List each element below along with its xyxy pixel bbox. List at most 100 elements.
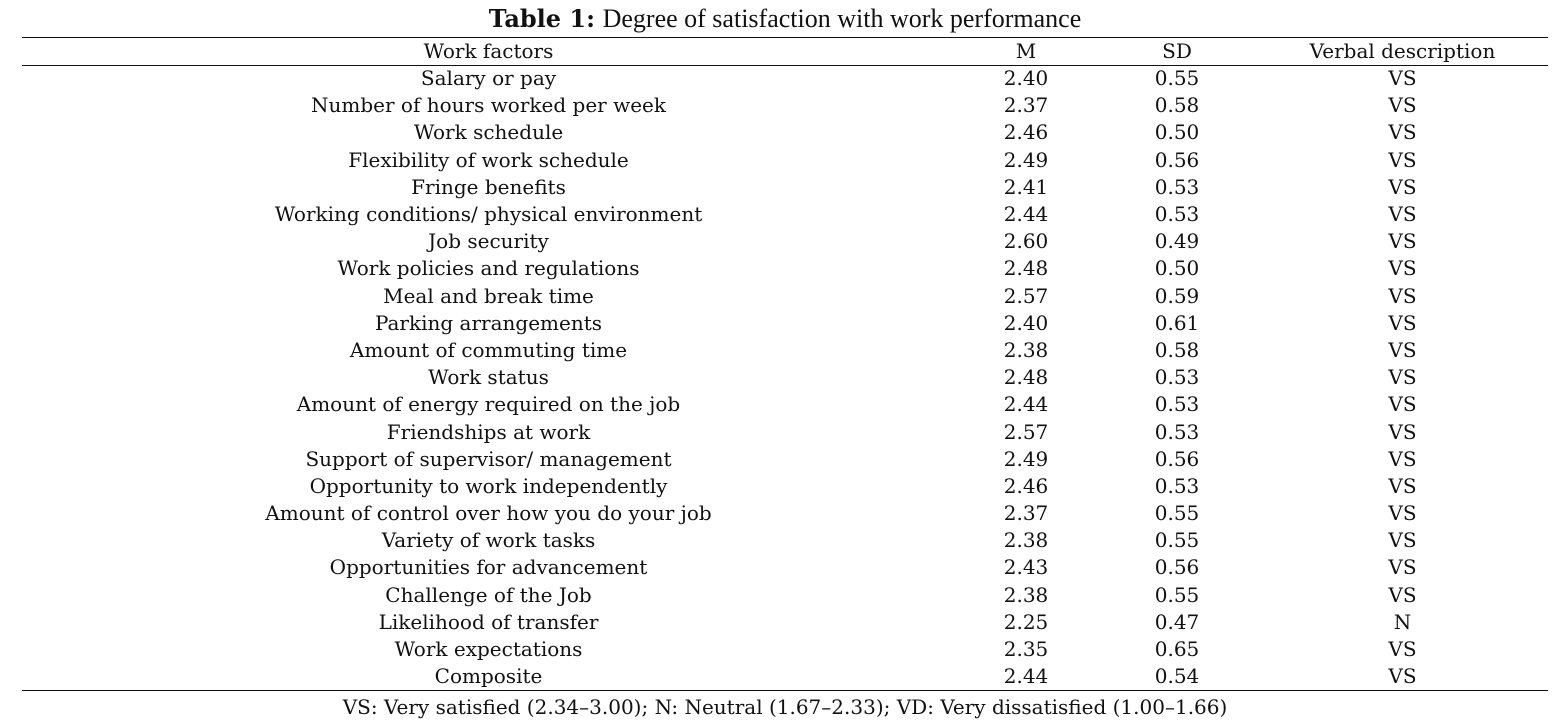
table-row: Work schedule 2.46 0.50 VS xyxy=(22,119,1548,146)
sd-cell: 0.53 xyxy=(1154,174,1200,199)
table-row: Opportunity to work independently 2.46 0.5… xyxy=(22,473,1548,500)
mean-cell: 2.49 xyxy=(1003,446,1049,471)
work-factor-cell: Work status xyxy=(428,365,549,390)
top-rule xyxy=(22,37,1548,38)
sd-cell: 0.55 xyxy=(1154,582,1200,607)
table-row: Working conditions/ physical environment… xyxy=(22,201,1548,228)
mean-cell: 2.38 xyxy=(1003,582,1049,607)
sd-cell: 0.56 xyxy=(1154,446,1200,471)
verbal-description-cell: VS xyxy=(1388,637,1417,662)
work-factor-cell: Job security xyxy=(428,229,549,254)
work-factor-cell: Work policies and regulations xyxy=(337,256,640,281)
verbal-description-cell: VS xyxy=(1388,310,1417,335)
header-sd: SD xyxy=(1162,39,1192,63)
mean-cell: 2.48 xyxy=(1003,256,1049,281)
table-row: Parking arrangements 2.40 0.61 VS xyxy=(22,310,1548,337)
mean-cell: 2.57 xyxy=(1003,419,1049,444)
verbal-description-cell: VS xyxy=(1388,147,1417,172)
sd-cell: 0.55 xyxy=(1154,501,1200,526)
sd-cell: 0.47 xyxy=(1154,609,1200,634)
verbal-description-cell: VS xyxy=(1388,446,1417,471)
sd-cell: 0.56 xyxy=(1154,147,1200,172)
mean-cell: 2.37 xyxy=(1003,501,1049,526)
verbal-description-cell: VS xyxy=(1388,283,1417,308)
work-factor-cell: Opportunity to work independently xyxy=(309,473,668,498)
verbal-description-cell: VS xyxy=(1388,555,1417,580)
work-factor-cell: Parking arrangements xyxy=(374,310,603,335)
work-factor-cell: Salary or pay xyxy=(420,66,557,91)
work-factor-cell: Work expectations xyxy=(394,637,583,662)
table-row: Work status 2.48 0.53 VS xyxy=(22,364,1548,391)
work-factor-cell: Number of hours worked per week xyxy=(311,93,666,118)
work-factor-cell: Work schedule xyxy=(413,120,564,145)
sd-cell: 0.58 xyxy=(1154,93,1200,118)
verbal-description-cell: VS xyxy=(1388,66,1417,91)
mean-cell: 2.25 xyxy=(1003,609,1049,634)
header-mean: M xyxy=(1015,39,1037,63)
work-factor-cell: Support of supervisor/ management xyxy=(305,446,672,471)
table-row: Variety of work tasks 2.38 0.55 VS xyxy=(22,527,1548,554)
table-row: Amount of energy required on the job 2.44… xyxy=(22,391,1548,418)
verbal-description-cell: VS xyxy=(1388,392,1417,417)
work-factor-cell: Opportunities for advancement xyxy=(329,555,648,580)
mean-cell: 2.46 xyxy=(1003,120,1049,145)
verbal-description-cell: VS xyxy=(1388,528,1417,553)
work-factor-cell: Amount of commuting time xyxy=(349,337,628,362)
mean-cell: 2.40 xyxy=(1003,66,1049,91)
header-work-factors: Work factors xyxy=(423,39,554,63)
work-factor-cell: Challenge of the Job xyxy=(385,582,592,607)
work-factor-cell: Working conditions/ physical environment xyxy=(274,202,703,227)
verbal-description-cell: VS xyxy=(1388,501,1417,526)
verbal-description-cell: VS xyxy=(1388,337,1417,362)
work-factor-cell: Fringe benefits xyxy=(411,174,566,199)
header-verbal-description: Verbal description xyxy=(1309,39,1496,63)
table-row: Work expectations 2.35 0.65 VS xyxy=(22,636,1548,663)
mean-cell: 2.44 xyxy=(1003,202,1049,227)
verbal-description-cell: N xyxy=(1393,609,1412,634)
mean-cell: 2.48 xyxy=(1003,365,1049,390)
sd-cell: 0.53 xyxy=(1154,392,1200,417)
sd-cell: 0.49 xyxy=(1154,229,1200,254)
table-caption: Table 1: Degree of satisfaction with wor… xyxy=(0,4,1560,34)
verbal-description-cell: VS xyxy=(1388,93,1417,118)
verbal-description-cell: VS xyxy=(1388,120,1417,145)
verbal-description-cell: VS xyxy=(1388,473,1417,498)
table-label: Table 1: xyxy=(488,4,595,33)
verbal-description-cell: VS xyxy=(1388,174,1417,199)
table-row: Fringe benefits 2.41 0.53 VS xyxy=(22,174,1548,201)
table-row: Amount of control over how you do your j… xyxy=(22,500,1548,527)
sd-cell: 0.56 xyxy=(1154,555,1200,580)
sd-cell: 0.55 xyxy=(1154,66,1200,91)
sd-cell: 0.53 xyxy=(1154,473,1200,498)
mean-cell: 2.35 xyxy=(1003,637,1049,662)
satisfaction-table: Work factors M SD Verbal description Sal… xyxy=(22,38,1548,690)
verbal-description-cell: VS xyxy=(1388,256,1417,281)
mean-cell: 2.38 xyxy=(1003,528,1049,553)
table-row: Composite 2.44 0.54 VS xyxy=(22,663,1548,690)
mean-cell: 2.49 xyxy=(1003,147,1049,172)
table-row: Work policies and regulations 2.48 0.50 VS xyxy=(22,255,1548,282)
mean-cell: 2.43 xyxy=(1003,555,1049,580)
sd-cell: 0.65 xyxy=(1154,637,1200,662)
mean-cell: 2.41 xyxy=(1003,174,1049,199)
work-factor-cell: Composite xyxy=(434,664,543,689)
sd-cell: 0.61 xyxy=(1154,310,1200,335)
table-body: Salary or pay 2.40 0.55 VS Number of hours w… xyxy=(22,65,1548,690)
table-row: Opportunities for advancement 2.43 0.56 VS xyxy=(22,554,1548,581)
bottom-rule xyxy=(22,690,1548,691)
verbal-description-cell: VS xyxy=(1388,419,1417,444)
work-factor-cell: Amount of control over how you do your j… xyxy=(265,501,712,526)
header-row: Work factors M SD Verbal description xyxy=(22,38,1548,65)
table-footnote: VS: Very satisfied (2.34–3.00); N: Neutr… xyxy=(342,695,1228,719)
work-factor-cell: Friendships at work xyxy=(386,419,591,444)
mean-cell: 2.40 xyxy=(1003,310,1049,335)
table-row: Job security 2.60 0.49 VS xyxy=(22,228,1548,255)
table-row: Meal and break time 2.57 0.59 VS xyxy=(22,283,1548,310)
verbal-description-cell: VS xyxy=(1388,365,1417,390)
verbal-description-cell: VS xyxy=(1388,229,1417,254)
table-row: Flexibility of work schedule 2.49 0.56 VS xyxy=(22,147,1548,174)
work-factor-cell: Amount of energy required on the job xyxy=(296,392,681,417)
header-rule xyxy=(22,65,1548,66)
table-row: Challenge of the Job 2.38 0.55 VS xyxy=(22,582,1548,609)
table-row: Friendships at work 2.57 0.53 VS xyxy=(22,418,1548,445)
